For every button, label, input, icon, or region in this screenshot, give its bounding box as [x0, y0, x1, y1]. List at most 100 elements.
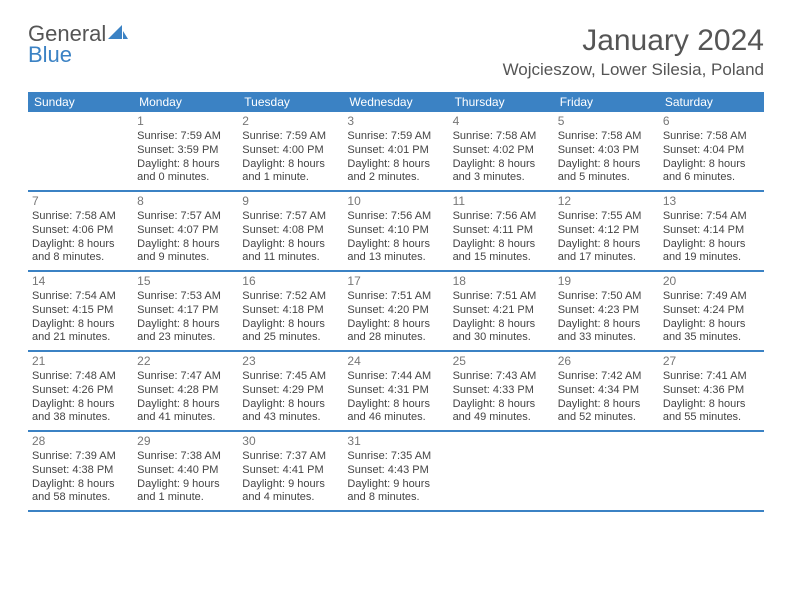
logo: General Blue [28, 24, 128, 66]
sunrise-line: Sunrise: 7:58 AM [558, 130, 655, 144]
calendar-cell: 16Sunrise: 7:52 AMSunset: 4:18 PMDayligh… [238, 272, 343, 350]
day-number: 12 [558, 194, 655, 209]
daylight-line: Daylight: 8 hours and 0 minutes. [137, 158, 234, 186]
daylight-line: Daylight: 8 hours and 19 minutes. [663, 238, 760, 266]
daylight-line: Daylight: 8 hours and 9 minutes. [137, 238, 234, 266]
month-title: January 2024 [503, 24, 764, 58]
daylight-line: Daylight: 9 hours and 8 minutes. [347, 478, 444, 506]
day-number: 31 [347, 434, 444, 449]
calendar-cell: 19Sunrise: 7:50 AMSunset: 4:23 PMDayligh… [554, 272, 659, 350]
day-number: 16 [242, 274, 339, 289]
sunrise-line: Sunrise: 7:49 AM [663, 290, 760, 304]
day-number: 28 [32, 434, 129, 449]
day-number: 24 [347, 354, 444, 369]
calendar-week: 7Sunrise: 7:58 AMSunset: 4:06 PMDaylight… [28, 192, 764, 272]
sunrise-line: Sunrise: 7:48 AM [32, 370, 129, 384]
sunset-line: Sunset: 4:21 PM [453, 304, 550, 318]
day-header: Saturday [659, 92, 764, 112]
sunrise-line: Sunrise: 7:51 AM [347, 290, 444, 304]
sunset-line: Sunset: 4:40 PM [137, 464, 234, 478]
day-number: 8 [137, 194, 234, 209]
sunset-line: Sunset: 4:20 PM [347, 304, 444, 318]
day-number: 4 [453, 114, 550, 129]
day-number: 1 [137, 114, 234, 129]
calendar-cell: 7Sunrise: 7:58 AMSunset: 4:06 PMDaylight… [28, 192, 133, 270]
sunrise-line: Sunrise: 7:57 AM [242, 210, 339, 224]
daylight-line: Daylight: 8 hours and 13 minutes. [347, 238, 444, 266]
day-header: Monday [133, 92, 238, 112]
day-header: Friday [554, 92, 659, 112]
logo-text: General Blue [28, 24, 128, 66]
day-header: Wednesday [343, 92, 448, 112]
calendar-cell: 18Sunrise: 7:51 AMSunset: 4:21 PMDayligh… [449, 272, 554, 350]
daylight-line: Daylight: 8 hours and 46 minutes. [347, 398, 444, 426]
sunrise-line: Sunrise: 7:43 AM [453, 370, 550, 384]
sunset-line: Sunset: 4:36 PM [663, 384, 760, 398]
sunrise-line: Sunrise: 7:57 AM [137, 210, 234, 224]
calendar-cell: 24Sunrise: 7:44 AMSunset: 4:31 PMDayligh… [343, 352, 448, 430]
daylight-line: Daylight: 8 hours and 6 minutes. [663, 158, 760, 186]
daylight-line: Daylight: 8 hours and 49 minutes. [453, 398, 550, 426]
day-number: 13 [663, 194, 760, 209]
day-number: 29 [137, 434, 234, 449]
sunset-line: Sunset: 4:06 PM [32, 224, 129, 238]
calendar-cell: 3Sunrise: 7:59 AMSunset: 4:01 PMDaylight… [343, 112, 448, 190]
sunrise-line: Sunrise: 7:35 AM [347, 450, 444, 464]
daylight-line: Daylight: 8 hours and 33 minutes. [558, 318, 655, 346]
daylight-line: Daylight: 8 hours and 41 minutes. [137, 398, 234, 426]
calendar-cell: 30Sunrise: 7:37 AMSunset: 4:41 PMDayligh… [238, 432, 343, 510]
sunset-line: Sunset: 4:26 PM [32, 384, 129, 398]
sunrise-line: Sunrise: 7:56 AM [347, 210, 444, 224]
day-number: 22 [137, 354, 234, 369]
sunset-line: Sunset: 4:11 PM [453, 224, 550, 238]
day-number: 25 [453, 354, 550, 369]
calendar-cell: 31Sunrise: 7:35 AMSunset: 4:43 PMDayligh… [343, 432, 448, 510]
sunset-line: Sunset: 3:59 PM [137, 144, 234, 158]
sunrise-line: Sunrise: 7:51 AM [453, 290, 550, 304]
calendar-cell: 5Sunrise: 7:58 AMSunset: 4:03 PMDaylight… [554, 112, 659, 190]
calendar-cell: 4Sunrise: 7:58 AMSunset: 4:02 PMDaylight… [449, 112, 554, 190]
sunrise-line: Sunrise: 7:54 AM [32, 290, 129, 304]
calendar-cell [449, 432, 554, 510]
calendar-cell: 15Sunrise: 7:53 AMSunset: 4:17 PMDayligh… [133, 272, 238, 350]
sunrise-line: Sunrise: 7:58 AM [453, 130, 550, 144]
calendar-cell: 6Sunrise: 7:58 AMSunset: 4:04 PMDaylight… [659, 112, 764, 190]
day-number: 18 [453, 274, 550, 289]
calendar-cell: 21Sunrise: 7:48 AMSunset: 4:26 PMDayligh… [28, 352, 133, 430]
sunrise-line: Sunrise: 7:59 AM [242, 130, 339, 144]
calendar-cell: 2Sunrise: 7:59 AMSunset: 4:00 PMDaylight… [238, 112, 343, 190]
sunset-line: Sunset: 4:03 PM [558, 144, 655, 158]
sunrise-line: Sunrise: 7:45 AM [242, 370, 339, 384]
sunrise-line: Sunrise: 7:59 AM [137, 130, 234, 144]
calendar-cell: 11Sunrise: 7:56 AMSunset: 4:11 PMDayligh… [449, 192, 554, 270]
sunset-line: Sunset: 4:02 PM [453, 144, 550, 158]
calendar-cell: 14Sunrise: 7:54 AMSunset: 4:15 PMDayligh… [28, 272, 133, 350]
calendar-cell [28, 112, 133, 190]
day-number: 5 [558, 114, 655, 129]
calendar-cell: 20Sunrise: 7:49 AMSunset: 4:24 PMDayligh… [659, 272, 764, 350]
day-number: 14 [32, 274, 129, 289]
sunrise-line: Sunrise: 7:39 AM [32, 450, 129, 464]
sunrise-line: Sunrise: 7:54 AM [663, 210, 760, 224]
logo-sail-icon [108, 24, 128, 45]
sunset-line: Sunset: 4:43 PM [347, 464, 444, 478]
day-header: Thursday [449, 92, 554, 112]
sunset-line: Sunset: 4:10 PM [347, 224, 444, 238]
day-header: Sunday [28, 92, 133, 112]
header: General Blue January 2024 Wojcieszow, Lo… [28, 24, 764, 80]
sunset-line: Sunset: 4:07 PM [137, 224, 234, 238]
sunset-line: Sunset: 4:41 PM [242, 464, 339, 478]
day-number: 21 [32, 354, 129, 369]
daylight-line: Daylight: 8 hours and 55 minutes. [663, 398, 760, 426]
calendar-week: 14Sunrise: 7:54 AMSunset: 4:15 PMDayligh… [28, 272, 764, 352]
calendar-week: 28Sunrise: 7:39 AMSunset: 4:38 PMDayligh… [28, 432, 764, 512]
day-number: 19 [558, 274, 655, 289]
sunset-line: Sunset: 4:33 PM [453, 384, 550, 398]
day-number: 2 [242, 114, 339, 129]
calendar-cell: 13Sunrise: 7:54 AMSunset: 4:14 PMDayligh… [659, 192, 764, 270]
calendar-cell: 29Sunrise: 7:38 AMSunset: 4:40 PMDayligh… [133, 432, 238, 510]
day-header: Tuesday [238, 92, 343, 112]
location: Wojcieszow, Lower Silesia, Poland [503, 60, 764, 80]
sunset-line: Sunset: 4:14 PM [663, 224, 760, 238]
day-number: 15 [137, 274, 234, 289]
